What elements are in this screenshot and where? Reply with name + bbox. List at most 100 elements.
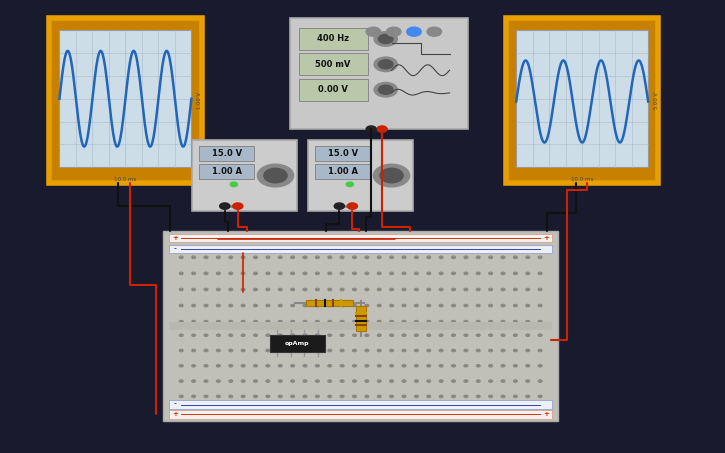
Circle shape: [377, 126, 387, 132]
Circle shape: [452, 289, 455, 291]
Circle shape: [415, 289, 418, 291]
Circle shape: [365, 380, 369, 382]
FancyBboxPatch shape: [49, 18, 202, 183]
Circle shape: [204, 289, 208, 291]
Text: 400 Hz: 400 Hz: [317, 34, 349, 43]
Circle shape: [427, 27, 442, 36]
Circle shape: [378, 256, 381, 258]
Circle shape: [380, 168, 403, 183]
Circle shape: [192, 380, 196, 382]
Circle shape: [415, 256, 418, 258]
Text: +: +: [172, 411, 178, 418]
Circle shape: [390, 321, 394, 323]
Circle shape: [378, 304, 381, 307]
Circle shape: [217, 349, 220, 352]
Circle shape: [340, 334, 344, 336]
Bar: [516, 30, 648, 167]
Circle shape: [278, 380, 282, 382]
Circle shape: [452, 334, 455, 336]
Circle shape: [303, 321, 307, 323]
Circle shape: [526, 289, 529, 291]
Circle shape: [538, 395, 542, 398]
Circle shape: [217, 272, 220, 275]
Circle shape: [340, 256, 344, 258]
Circle shape: [415, 272, 418, 275]
Circle shape: [427, 380, 431, 382]
Circle shape: [513, 304, 517, 307]
Circle shape: [489, 256, 492, 258]
Circle shape: [352, 304, 356, 307]
Text: 1.00 A: 1.00 A: [328, 167, 357, 176]
Circle shape: [192, 395, 196, 398]
Circle shape: [254, 395, 257, 398]
Circle shape: [278, 289, 282, 291]
Circle shape: [278, 349, 282, 352]
Circle shape: [328, 256, 331, 258]
Circle shape: [204, 380, 208, 382]
Circle shape: [328, 380, 331, 382]
Bar: [169, 400, 552, 409]
Circle shape: [452, 395, 455, 398]
Text: 15.0 V: 15.0 V: [328, 149, 357, 158]
Circle shape: [452, 365, 455, 367]
Circle shape: [315, 304, 319, 307]
Circle shape: [315, 380, 319, 382]
Circle shape: [365, 365, 369, 367]
Circle shape: [402, 321, 406, 323]
Circle shape: [241, 349, 245, 352]
Circle shape: [402, 349, 406, 352]
Circle shape: [365, 395, 369, 398]
Circle shape: [204, 256, 208, 258]
Circle shape: [204, 365, 208, 367]
Circle shape: [390, 395, 394, 398]
Circle shape: [366, 27, 381, 36]
Circle shape: [538, 256, 542, 258]
Circle shape: [378, 60, 393, 69]
Circle shape: [254, 256, 257, 258]
Text: 1.00 V: 1.00 V: [197, 92, 202, 109]
Circle shape: [278, 334, 282, 336]
Circle shape: [217, 334, 220, 336]
Circle shape: [415, 321, 418, 323]
Circle shape: [340, 349, 344, 352]
Circle shape: [407, 27, 421, 36]
Circle shape: [254, 334, 257, 336]
Circle shape: [415, 380, 418, 382]
Circle shape: [217, 380, 220, 382]
Text: 500 mV: 500 mV: [315, 60, 351, 69]
Circle shape: [390, 380, 394, 382]
Circle shape: [179, 289, 183, 291]
Circle shape: [476, 321, 480, 323]
Circle shape: [538, 380, 542, 382]
Circle shape: [538, 321, 542, 323]
Circle shape: [303, 256, 307, 258]
Circle shape: [254, 321, 257, 323]
Circle shape: [452, 380, 455, 382]
Circle shape: [278, 395, 282, 398]
Circle shape: [452, 272, 455, 275]
Circle shape: [439, 334, 443, 336]
Circle shape: [526, 365, 529, 367]
FancyBboxPatch shape: [506, 18, 658, 183]
Circle shape: [390, 256, 394, 258]
Circle shape: [390, 289, 394, 291]
Circle shape: [328, 304, 331, 307]
Circle shape: [439, 349, 443, 352]
Circle shape: [501, 395, 505, 398]
Circle shape: [315, 334, 319, 336]
Circle shape: [378, 395, 381, 398]
Bar: [305, 300, 352, 307]
Circle shape: [501, 349, 505, 352]
Circle shape: [386, 27, 401, 36]
Circle shape: [501, 256, 505, 258]
Circle shape: [378, 365, 381, 367]
Circle shape: [266, 256, 270, 258]
Circle shape: [254, 304, 257, 307]
Circle shape: [229, 380, 233, 382]
Circle shape: [439, 395, 443, 398]
Circle shape: [278, 365, 282, 367]
Circle shape: [374, 57, 397, 72]
Circle shape: [278, 256, 282, 258]
Circle shape: [347, 203, 357, 209]
Circle shape: [179, 334, 183, 336]
